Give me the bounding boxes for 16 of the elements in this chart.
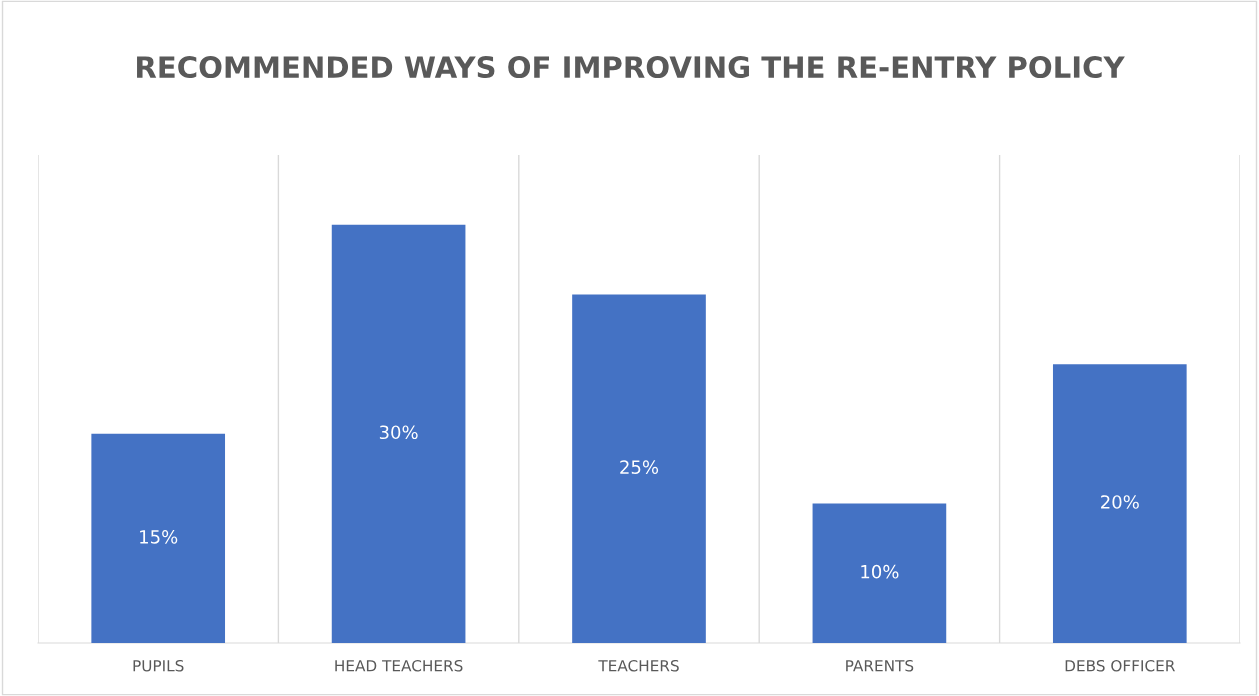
bar [91, 433, 226, 643]
bar [572, 294, 706, 643]
data-label: 15% [140, 530, 178, 544]
data-label: 20% [1101, 495, 1139, 509]
chart-title: RECOMMENDED WAYS OF IMPROVING THE RE-ENTRY POLICY [137, 56, 1125, 79]
x-tick-label: PARENTS [846, 659, 914, 672]
x-tick-label: TEACHERS [598, 659, 679, 672]
x-tick-label: HEAD TEACHERS [335, 659, 463, 672]
bar [331, 224, 466, 643]
bar [812, 503, 947, 643]
bar [1052, 364, 1187, 643]
x-tick-label: PUPILS [133, 659, 184, 672]
x-tick-label: DEBS OFFICER [1065, 659, 1175, 672]
data-label: 10% [861, 564, 899, 579]
data-label: 25% [620, 460, 659, 474]
data-label: 30% [379, 425, 418, 440]
